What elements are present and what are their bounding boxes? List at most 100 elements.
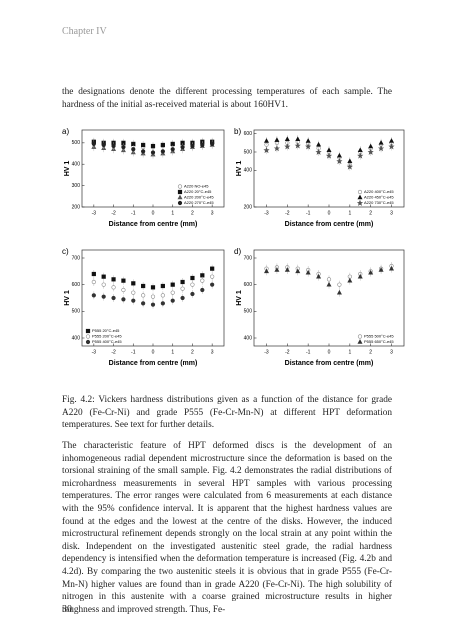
data-point <box>160 301 165 306</box>
x-tick-label: -2 <box>111 349 116 355</box>
data-point <box>316 141 322 147</box>
caption: Fig. 4.2: Vickers hardness distributions… <box>62 395 392 431</box>
data-point <box>378 140 384 145</box>
legend-label: P555 200°C-e45 <box>92 334 122 339</box>
data-point <box>170 298 175 303</box>
legend-label: P555 400°C-e45 <box>92 339 122 344</box>
y-tick-label: 700 <box>244 255 253 261</box>
legend-marker <box>357 334 363 339</box>
data-point <box>305 138 311 143</box>
data-point <box>263 146 270 154</box>
data-point <box>367 148 374 155</box>
data-point <box>274 267 280 272</box>
panel-label: b) <box>234 127 241 136</box>
x-tick-label: -2 <box>285 349 290 355</box>
data-point <box>388 143 395 150</box>
y-axis-label: HV 1 <box>236 161 243 177</box>
data-point <box>388 265 395 271</box>
data-point <box>336 289 342 295</box>
y-tick-label: 500 <box>244 149 253 155</box>
data-point <box>190 143 195 149</box>
data-point <box>294 142 301 149</box>
y-tick-label: 600 <box>244 282 253 288</box>
data-point <box>295 268 301 274</box>
data-point <box>284 143 291 150</box>
data-point <box>141 283 146 289</box>
x-tick-label: -1 <box>306 349 311 355</box>
y-tick-label: 500 <box>244 309 253 315</box>
y-tick-label: 200 <box>72 204 81 210</box>
y-tick-label: 700 <box>72 255 81 261</box>
legend-marker <box>85 328 91 334</box>
data-point <box>131 281 136 286</box>
data-point <box>160 283 165 289</box>
x-axis-label: Distance from centre (mm) <box>109 221 198 228</box>
legend-label: A220 20°C-e45 <box>184 189 212 194</box>
data-point <box>111 277 116 282</box>
data-point <box>101 274 106 279</box>
data-point <box>388 138 395 143</box>
legend-marker <box>357 194 363 200</box>
legend-label: P555 20°C-e45 <box>92 328 120 333</box>
data-point <box>131 147 136 152</box>
x-tick-label: 3 <box>390 349 393 355</box>
data-point <box>263 268 270 274</box>
data-point <box>141 293 146 298</box>
data-point <box>315 148 322 155</box>
data-point <box>347 277 353 283</box>
legend-label: A220 450°C-e45 <box>364 195 394 200</box>
data-point <box>91 141 96 147</box>
x-tick-label: -3 <box>92 210 97 216</box>
data-point <box>326 281 332 287</box>
data-point <box>160 149 165 154</box>
data-point <box>305 143 312 150</box>
data-point <box>150 285 156 290</box>
data-point <box>326 277 332 282</box>
data-point <box>101 282 106 287</box>
x-tick-label: -1 <box>131 210 136 216</box>
data-point <box>190 282 195 287</box>
data-point <box>263 138 270 143</box>
data-point <box>141 301 146 306</box>
data-point <box>210 274 215 279</box>
legend-marker <box>85 334 91 339</box>
x-axis-label: Distance from centre (mm) <box>285 221 374 228</box>
y-tick-label: 600 <box>72 282 81 288</box>
data-point <box>295 136 301 141</box>
x-tick-label: 0 <box>152 210 155 216</box>
data-point <box>325 152 333 159</box>
data-point <box>150 150 156 155</box>
x-tick-label: 2 <box>369 349 372 355</box>
y-axis-label: HV 1 <box>64 161 71 177</box>
data-point <box>326 147 332 152</box>
legend-marker <box>177 200 183 206</box>
data-point <box>273 145 280 152</box>
x-tick-label: 3 <box>211 349 214 355</box>
x-tick-label: -3 <box>264 349 269 355</box>
data-point <box>210 282 215 287</box>
data-point <box>200 142 205 148</box>
data-point <box>305 269 311 275</box>
legend-label: A220 270°C-e45 <box>184 200 214 205</box>
x-tick-label: 3 <box>211 210 214 216</box>
y-tick-label: 400 <box>244 168 253 174</box>
data-point <box>91 293 96 298</box>
legend-marker <box>357 189 363 195</box>
panel-label: c) <box>62 247 69 256</box>
data-point <box>131 290 136 295</box>
data-point <box>190 291 195 297</box>
data-point <box>368 143 374 149</box>
x-tick-label: 1 <box>171 210 174 216</box>
legend-marker <box>177 189 183 195</box>
y-tick-label: 400 <box>244 335 253 341</box>
data-point <box>141 142 146 148</box>
data-point <box>160 142 165 148</box>
legend-label: A220 NO-e45 <box>184 184 209 189</box>
x-tick-label: 2 <box>369 210 372 216</box>
legend-label: A220 730°C-e45 <box>364 200 394 205</box>
data-point <box>337 282 342 287</box>
data-point <box>346 163 353 170</box>
x-tick-label: 3 <box>390 210 393 216</box>
legend-marker <box>356 199 364 206</box>
